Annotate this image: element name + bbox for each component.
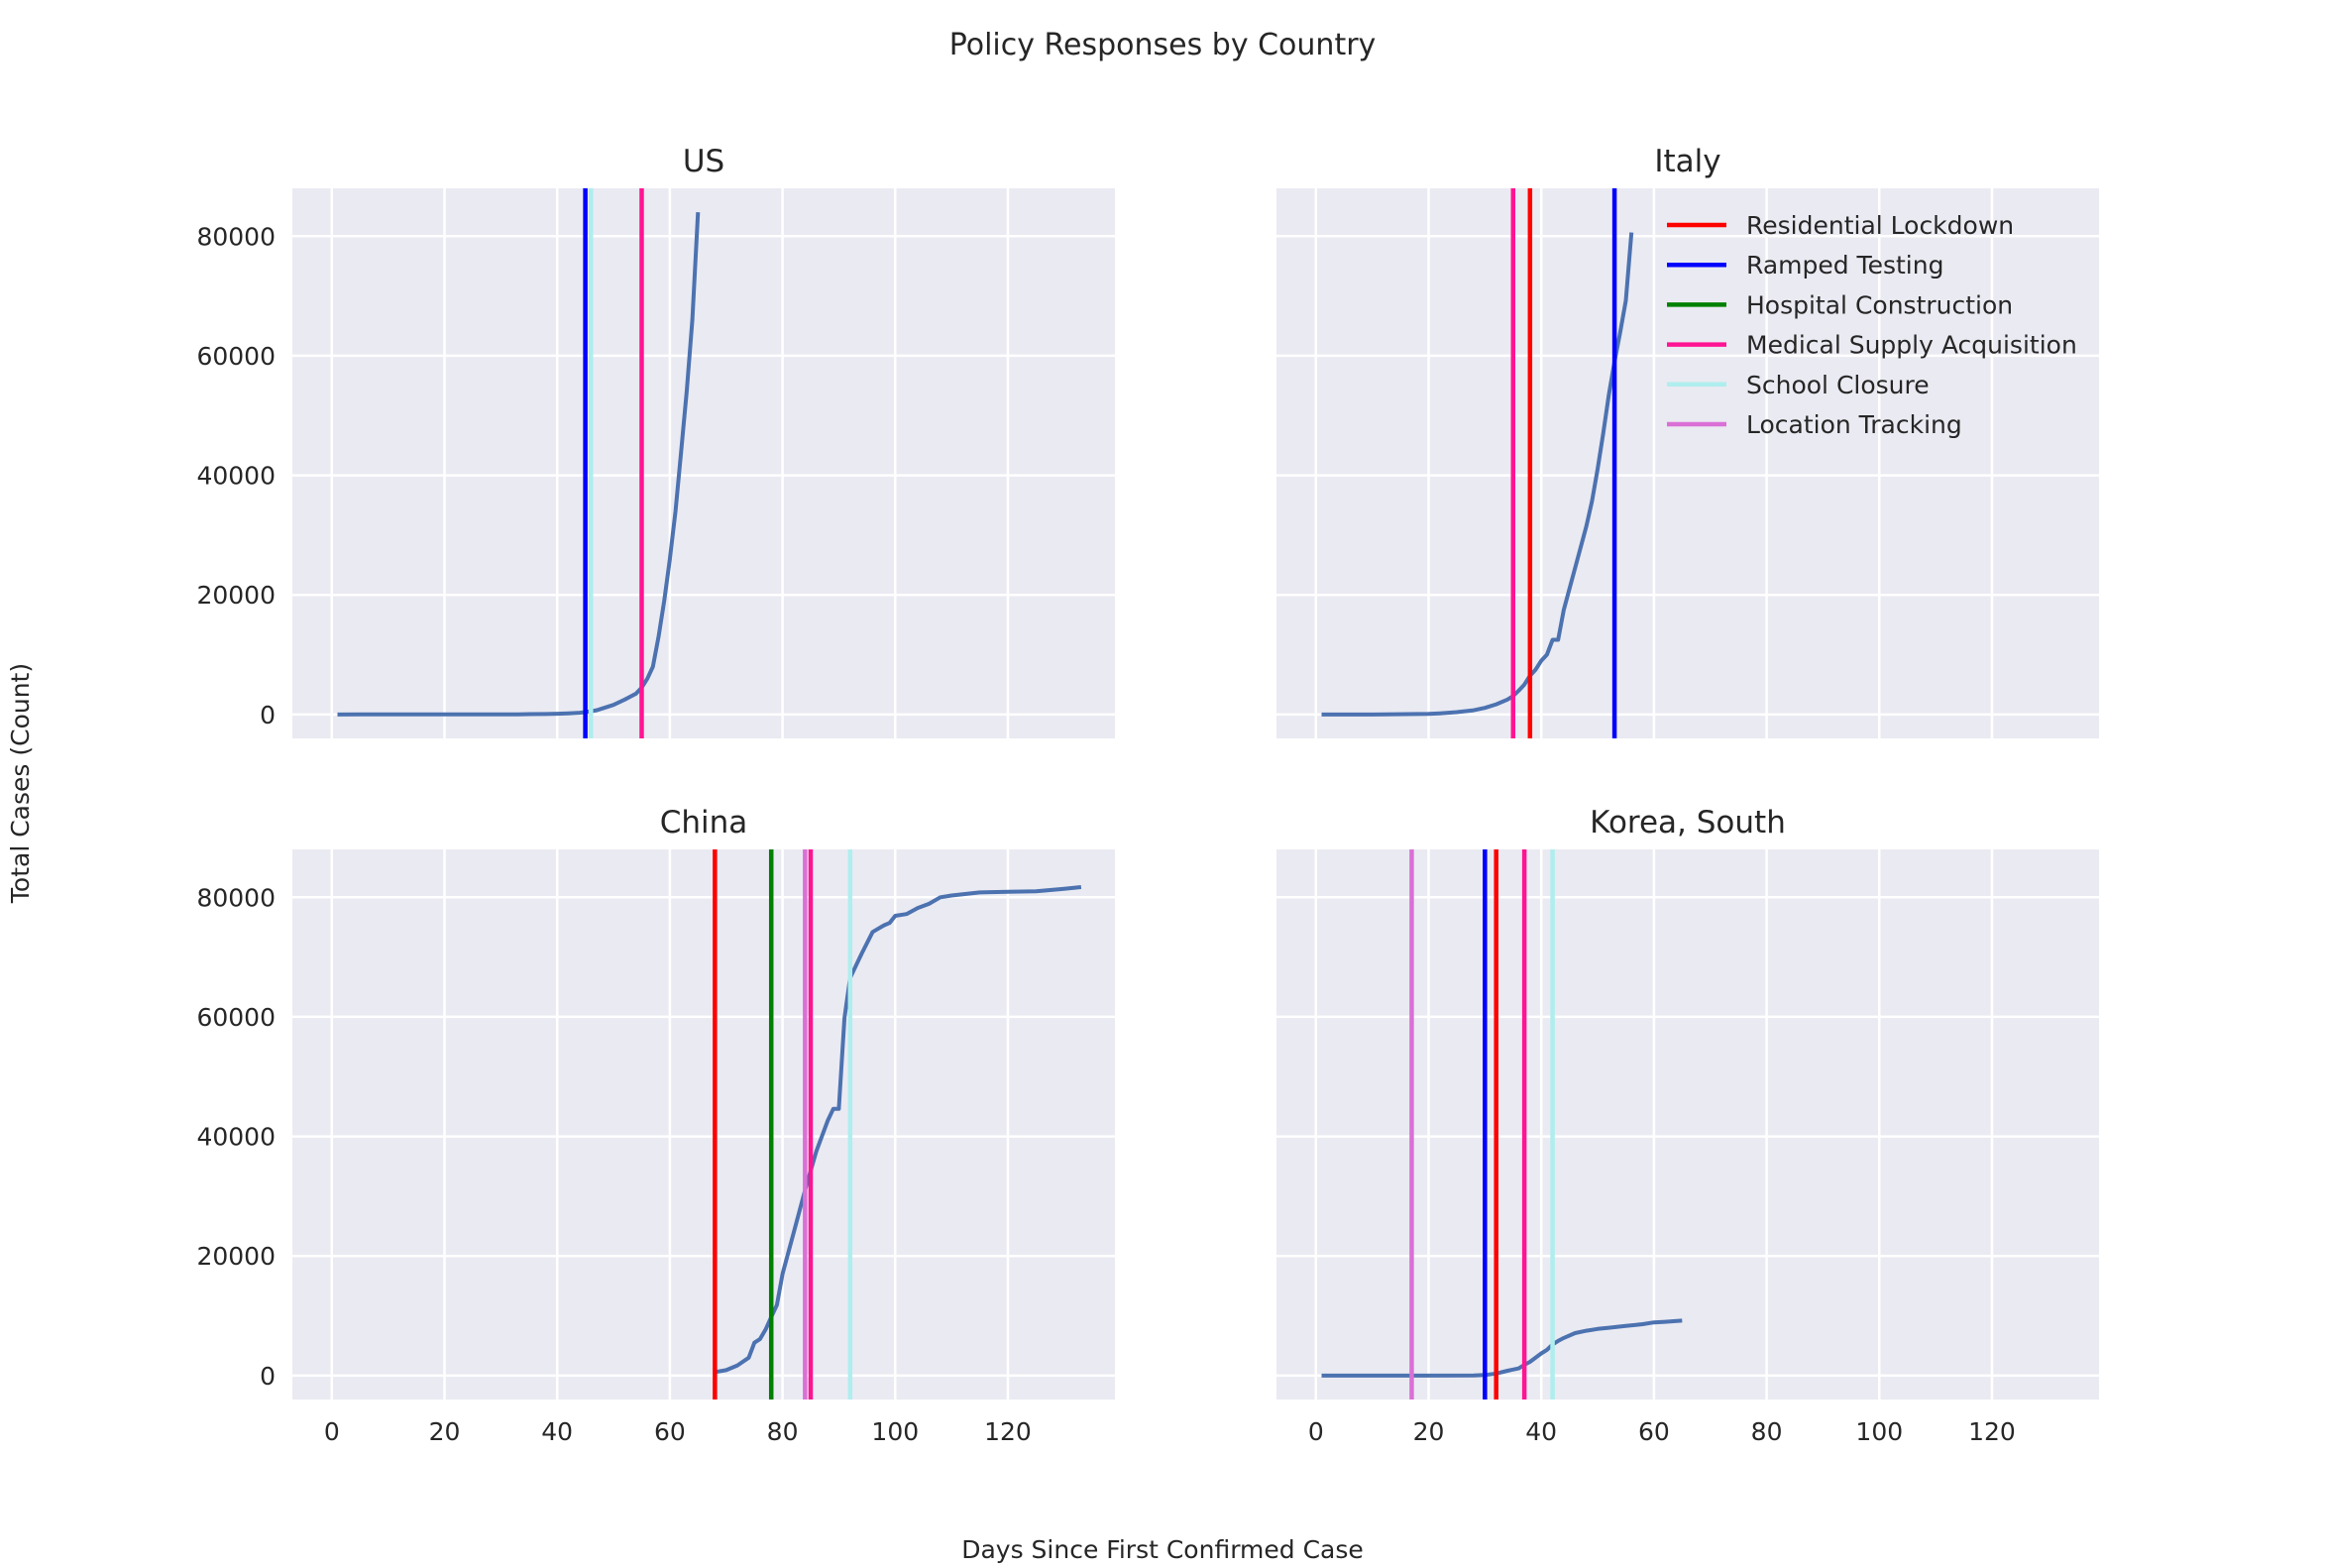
panel-title: Korea, South [1590,805,1786,840]
x-tick-label: 60 [654,1417,686,1446]
legend-label: Residential Lockdown [1746,211,2014,240]
panel-korea-south: Korea, South 0 20 40 60 80 100 120 [1276,805,2099,1446]
figure-ylabel: Total Cases (Count) [6,663,35,904]
x-tick-label: 80 [1751,1417,1783,1446]
y-tick-label: 0 [260,1362,276,1391]
plot-background [292,188,1115,738]
y-tick-label: 40000 [196,1123,276,1152]
x-tick-label: 0 [1308,1417,1324,1446]
legend-label: Location Tracking [1746,410,1962,439]
plot-background [292,849,1115,1400]
legend-item: Ramped Testing [1667,251,1943,280]
legend-item: Location Tracking [1667,410,1962,439]
panel-china: China 0 20000 40000 60000 80000 0 20 40 60 80 100 12… [196,805,1115,1446]
y-tick-label: 60000 [196,1003,276,1032]
figure-xlabel: Days Since First Confirmed Case [961,1535,1364,1564]
x-tick-label: 20 [429,1417,461,1446]
legend-label: Medical Supply Acquisition [1746,331,2077,360]
y-tick-label: 20000 [196,581,276,610]
y-tick-label: 60000 [196,342,276,371]
y-tick-label: 0 [260,701,276,729]
cases-line [1321,232,1634,717]
legend-item: School Closure [1667,371,1930,399]
y-tick-label: 40000 [196,462,276,491]
x-tick-label: 120 [984,1417,1032,1446]
x-tick-label: 120 [1968,1417,2016,1446]
cases-line [715,885,1082,1375]
y-tick-label: 80000 [196,883,276,912]
legend-label: Hospital Construction [1746,290,2013,319]
x-tick-label: 100 [1855,1417,1903,1446]
legend-item: Medical Supply Acquisition [1667,331,2077,360]
x-tick-label: 40 [541,1417,573,1446]
panel-title: China [660,805,748,840]
x-tick-label: 100 [871,1417,919,1446]
plot-background [1276,188,2099,738]
legend-item: Residential Lockdown [1667,211,2014,240]
legend-label: Ramped Testing [1746,251,1943,280]
x-tick-label: 40 [1525,1417,1557,1446]
x-tick-label: 60 [1638,1417,1670,1446]
panel-italy: Italy [1276,144,2099,738]
x-tick-label: 0 [324,1417,340,1446]
panel-title: Italy [1654,144,1720,179]
subplot-grid: US 0 20000 40000 60000 80000 Italy China 0 20000 4… [196,144,2099,1446]
panel-title: US [683,144,724,179]
panel-us: US 0 20000 40000 60000 80000 [196,144,1115,738]
x-tick-label: 20 [1413,1417,1445,1446]
y-tick-label: 80000 [196,222,276,251]
legend: Residential Lockdown Ramped Testing Hospit… [1667,211,2077,439]
legend-item: Hospital Construction [1667,290,2013,319]
cases-line [337,211,701,717]
plot-background [1276,849,2099,1400]
figure-suptitle: Policy Responses by Country [949,28,1377,62]
y-tick-label: 20000 [196,1242,276,1271]
legend-label: School Closure [1746,371,1930,399]
x-tick-label: 80 [767,1417,799,1446]
